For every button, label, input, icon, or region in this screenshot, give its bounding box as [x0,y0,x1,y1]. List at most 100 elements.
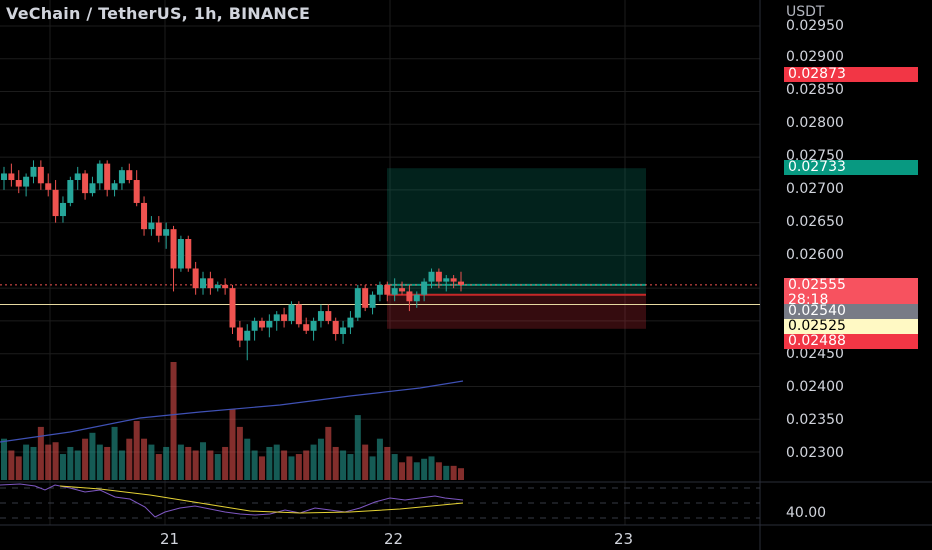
candle-body [236,327,243,341]
volume-bar [133,421,140,480]
price-axis-label: 0.02900 [786,49,844,65]
volume-ma-line [0,380,464,443]
candle-body [288,304,295,321]
entry-price-badge: 0.02540 [784,304,918,319]
rsi-axis-label: 40.00 [786,505,827,521]
volume-bar [52,442,59,480]
candle-body [266,320,273,328]
candle-body [450,278,457,282]
candle-body [8,173,15,181]
volume-bar [413,462,420,480]
volume-bar [45,444,52,480]
volume-bar [236,426,243,480]
target-price-badge: 0.02873 [784,67,918,82]
candle-body [207,278,214,289]
profit-zone [387,168,646,295]
candle-body [295,304,302,325]
volume-bar [443,465,450,480]
candle-body [325,311,332,321]
volume-bar [15,456,22,480]
volume-bar [406,456,413,480]
volume-bar [317,438,324,480]
volume-bar [288,456,295,480]
volume-bar [111,426,118,480]
volume-bar [251,450,258,480]
volume-bar [214,454,221,480]
volume-bar [89,432,96,480]
candle-body [421,281,428,295]
candle-body [185,239,192,269]
price-axis-label: 0.02400 [786,379,844,395]
rsi-ma-line [59,485,464,514]
volume-bar [200,442,207,480]
volume-bar [192,450,199,480]
candle-body [214,284,221,289]
volume-bar [384,446,391,480]
candle-body [222,284,229,289]
candle-body [111,183,118,190]
symbol-title[interactable]: VeChain / TetherUS, 1h, BINANCE [6,4,311,23]
volume-bar [325,426,332,480]
candle-body [340,327,347,335]
volume-bar [340,450,347,480]
volume-bar [177,444,184,480]
volume-bar [450,465,457,480]
volume-bar [281,450,288,480]
candle-body [104,163,111,190]
candle-body [163,229,170,236]
candle-body [192,268,199,289]
candle-body [89,183,96,194]
candle-body [273,314,280,321]
volume-bar [310,444,317,480]
price-axis-label: 0.02300 [786,445,844,461]
volume-bar [59,454,66,480]
price-axis-label: 0.02450 [786,346,844,362]
loss-zone [387,294,646,329]
candle-body [310,320,317,331]
candle-body [258,320,265,328]
candle-body [67,180,74,203]
candle-body [369,294,376,308]
candle-body [200,278,207,289]
time-axis-label: 21 [160,530,180,548]
time-axis-label: 23 [614,530,634,548]
volume-bar [104,446,111,480]
candle-body [15,180,22,187]
candle-body [347,317,354,328]
volume-bar [67,446,74,480]
volume-bar [82,438,89,480]
price-axis-unit[interactable]: USDT [786,4,825,20]
candle-body [141,202,148,230]
candle-body [170,229,177,269]
volume-bar [435,462,442,480]
candle-body [251,320,258,331]
volume-bar [354,415,361,480]
candle-body [59,202,66,217]
volume-bar [332,446,339,480]
candle-body [133,180,140,203]
take-profit-badge: 0.02733 [784,160,918,175]
volume-bar [391,454,398,480]
price-axis-label: 0.02850 [786,82,844,98]
candle-body [74,173,81,181]
candle-body [384,284,391,295]
volume-bar [303,450,310,480]
candle-body [177,239,184,269]
volume-bar [258,456,265,480]
price-axis-label: 0.02950 [786,18,844,34]
candle-body [281,314,288,321]
volume-bar [118,450,125,480]
volume-bar [295,454,302,480]
volume-bar [1,438,7,480]
volume-bar [163,446,170,480]
volume-bar [148,444,155,480]
price-axis-label: 0.02350 [786,412,844,428]
horizontal-line-badge: 0.02525 [784,319,918,334]
price-axis-label: 0.02600 [786,247,844,263]
volume-bar [155,454,162,480]
candle-body [52,189,59,217]
candle-body [30,166,37,177]
candle-body [45,183,52,190]
